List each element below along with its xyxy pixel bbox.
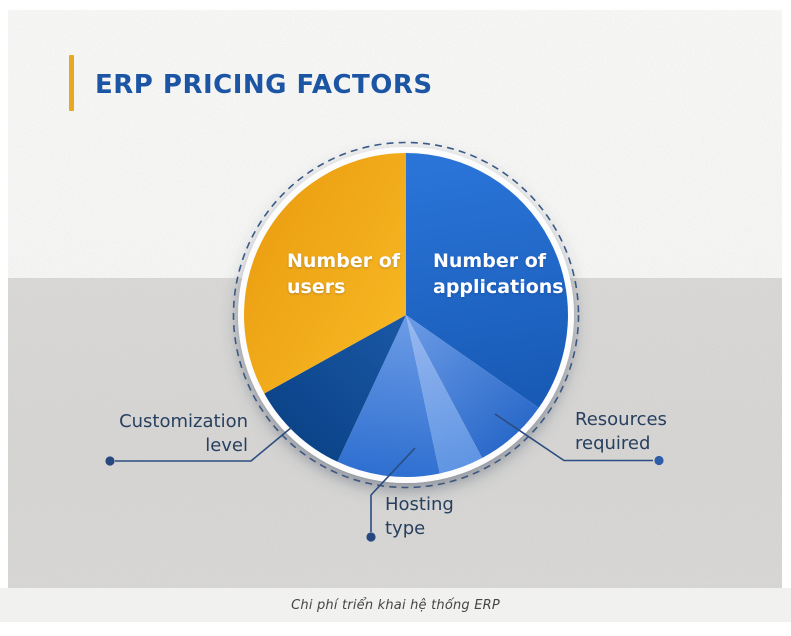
label-line: applications — [433, 276, 564, 298]
title-accent-bar — [69, 55, 74, 111]
label-hosting-type: Hosting type — [385, 493, 454, 541]
pie-chart — [8, 10, 782, 588]
label-line: Number of — [433, 250, 547, 272]
erp-pricing-infographic: ERP PRICING FACTORS Number of users Numb… — [8, 10, 782, 588]
leader-line-hosting — [370, 447, 416, 532]
leader-line-resources — [494, 413, 653, 462]
pie-slice-resources-required — [406, 315, 539, 458]
label-resources-required: Resources required — [575, 408, 667, 456]
label-number-of-users: Number of users — [287, 248, 400, 300]
figure-caption: Chi phí triển khai hệ thống ERP — [291, 597, 500, 613]
caption-band: Chi phí triển khai hệ thống ERP — [0, 588, 791, 622]
label-line: type — [385, 518, 426, 539]
pie-slices — [244, 153, 568, 478]
callout-leader-lines — [115, 413, 653, 532]
pie-slice-unlabeled-light — [406, 315, 483, 474]
label-line: users — [287, 276, 346, 298]
leader-line-customization — [115, 426, 293, 462]
leader-dot-hosting — [366, 532, 376, 542]
pie-slice-number-of-users — [244, 153, 406, 394]
label-line: Resources — [575, 409, 667, 430]
page-title: ERP PRICING FACTORS — [95, 70, 433, 100]
label-line: level — [205, 435, 248, 456]
leader-dot-customization — [105, 456, 115, 466]
leader-dot-resources — [654, 455, 664, 466]
label-line: Number of — [287, 250, 401, 272]
label-customization-level: Customization level — [88, 410, 248, 458]
pie-slice-hosting-type — [337, 315, 440, 478]
dashed-border-circle — [232, 141, 580, 489]
label-line: Customization — [119, 411, 248, 432]
callout-dots — [105, 455, 664, 542]
label-number-of-applications: Number of applications — [433, 248, 564, 300]
label-line: required — [575, 433, 651, 454]
label-line: Hosting — [385, 494, 454, 515]
pie-slice-number-of-applications — [406, 153, 568, 408]
pie-slice-customization-level — [264, 315, 406, 462]
